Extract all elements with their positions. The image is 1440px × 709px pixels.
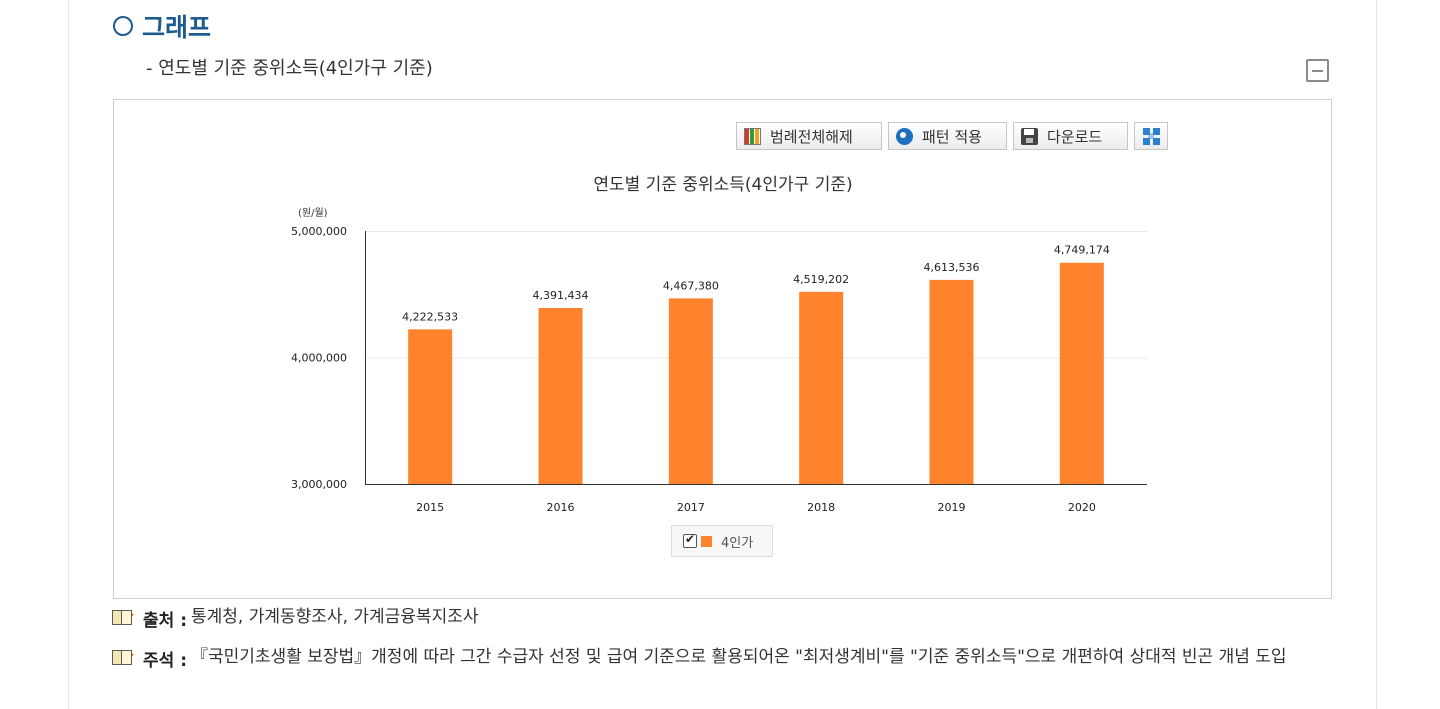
refresh-icon xyxy=(896,127,913,145)
save-disk-icon xyxy=(1021,127,1038,145)
x-tick-label: 2019 xyxy=(938,501,966,514)
x-tick-label: 2020 xyxy=(1068,501,1096,514)
bar xyxy=(538,307,583,484)
series-color-swatch xyxy=(701,535,712,547)
bar-value-label: 4,391,434 xyxy=(533,289,589,302)
remark-key: 주석 : xyxy=(143,651,187,671)
bar xyxy=(668,298,713,484)
bar-value-label: 4,749,174 xyxy=(1054,244,1110,257)
chart-subtitle: - 연도별 기준 중위소득(4인가구 기준) xyxy=(146,58,433,79)
checkbox-checked-icon[interactable] xyxy=(683,532,697,548)
bar-chart: 연도별 기준 중위소득(4인가구 기준) (원/월) 3,000,000 4,00… xyxy=(291,175,1147,514)
remark-value: 『국민기초생활 보장법』개정에 따라 그간 수급자 선정 및 급여 기준으로 활… xyxy=(191,647,1287,667)
x-tick-label: 2017 xyxy=(677,501,705,514)
legend-label: 4인가 xyxy=(721,535,754,551)
y-tick-label: 4,000,000 xyxy=(291,352,347,365)
y-axis-unit-label: (원/월) xyxy=(298,207,328,219)
bar-value-label: 4,519,202 xyxy=(793,273,849,286)
content-right-border xyxy=(1376,0,1377,709)
chart-title: 연도별 기준 중위소득(4인가구 기준) xyxy=(593,175,852,195)
collapse-button[interactable] xyxy=(1306,59,1329,82)
bar xyxy=(408,329,453,484)
chart-panel: 범례전체해제 패턴 적용 다운로드 연도별 기준 중위소득(4인가구 기준) (… xyxy=(113,99,1332,599)
y-tick-label: 5,000,000 xyxy=(291,225,347,238)
legend-chart-icon xyxy=(744,127,761,145)
legend-toggle-label: 범례전체해제 xyxy=(770,127,853,146)
remark-note: 주석 : 『국민기초생활 보장법』개정에 따라 그간 수급자 선정 및 급여 기… xyxy=(112,646,1306,671)
content-left-border xyxy=(68,0,69,709)
bar xyxy=(929,279,974,484)
book-icon xyxy=(112,648,134,666)
fullscreen-button[interactable] xyxy=(1134,122,1168,150)
chart-toolbar: 범례전체해제 패턴 적용 다운로드 xyxy=(736,122,1168,150)
bar-value-label: 4,467,380 xyxy=(663,279,719,292)
apply-pattern-label: 패턴 적용 xyxy=(922,127,982,146)
bar xyxy=(799,291,844,484)
legend-item-4person[interactable]: 4인가 xyxy=(671,525,773,557)
bar xyxy=(1059,262,1104,484)
section-heading: 그래프 xyxy=(113,8,211,44)
y-tick-label: 3,000,000 xyxy=(291,478,347,491)
bar-value-label: 4,613,536 xyxy=(924,261,980,274)
source-key: 출처 : xyxy=(143,611,187,631)
download-label: 다운로드 xyxy=(1047,127,1103,146)
x-tick-label: 2015 xyxy=(416,501,444,514)
legend-toggle-button[interactable]: 범례전체해제 xyxy=(736,122,882,150)
section-title-text: 그래프 xyxy=(142,13,212,42)
bar-value-label: 4,222,533 xyxy=(402,310,458,323)
apply-pattern-button[interactable]: 패턴 적용 xyxy=(888,122,1007,150)
x-tick-label: 2016 xyxy=(547,501,575,514)
source-note: 출처 : 통계청, 가계동향조사, 가계금융복지조사 xyxy=(112,606,479,631)
circle-bullet-icon xyxy=(113,16,133,36)
x-tick-label: 2018 xyxy=(807,501,835,514)
source-value: 통계청, 가계동향조사, 가계금융복지조사 xyxy=(191,607,479,627)
download-button[interactable]: 다운로드 xyxy=(1013,122,1128,150)
book-icon xyxy=(112,608,134,626)
expand-icon xyxy=(1142,127,1160,145)
